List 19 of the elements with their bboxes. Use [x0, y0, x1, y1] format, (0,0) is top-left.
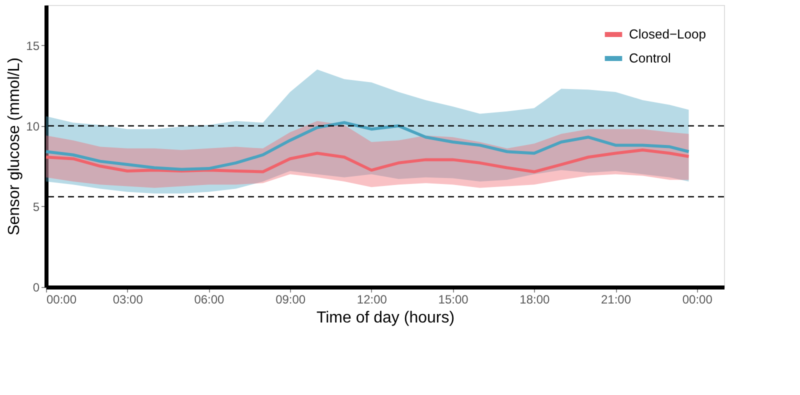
x-tick-label: 00:00 [46, 292, 77, 306]
x-axis-title: Time of day (hours) [316, 310, 455, 326]
x-tick-label: 03:00 [112, 292, 144, 306]
x-tick-label: 12:00 [356, 292, 388, 306]
x-tick-label: 15:00 [438, 292, 469, 306]
y-tick-label: 0 [32, 280, 40, 294]
legend-label: Control [629, 50, 672, 66]
x-tick-label: 06:00 [194, 292, 225, 306]
x-tick-label: 00:00 [682, 292, 713, 306]
y-tick-label: 5 [32, 200, 40, 214]
x-tick-label: 18:00 [520, 292, 550, 306]
x-tick-label: 09:00 [276, 292, 306, 306]
y-tick-label: 10 [26, 119, 40, 134]
line-series [44, 121, 690, 171]
legend-label: Closed−Loop [629, 26, 706, 42]
x-tick-label: 21:00 [601, 292, 632, 306]
line-series [44, 148, 690, 174]
y-axis-title: Sensor glucose (mmol/L) [6, 58, 24, 236]
y-tick-label: 15 [26, 38, 40, 53]
